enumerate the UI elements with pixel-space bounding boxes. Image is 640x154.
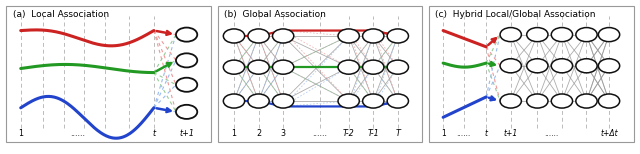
Circle shape (273, 94, 294, 108)
Text: T-1: T-1 (367, 129, 379, 138)
Circle shape (338, 29, 359, 43)
Circle shape (338, 60, 359, 74)
Circle shape (527, 28, 548, 42)
Text: 2: 2 (256, 129, 261, 138)
Text: t+Δt: t+Δt (600, 129, 618, 138)
Circle shape (598, 94, 620, 108)
Circle shape (273, 29, 294, 43)
Circle shape (598, 28, 620, 42)
Text: t+1: t+1 (504, 129, 518, 138)
Text: (a)  Local Association: (a) Local Association (13, 10, 109, 19)
Circle shape (176, 53, 197, 67)
Circle shape (576, 94, 597, 108)
Circle shape (176, 28, 197, 42)
Circle shape (500, 59, 522, 73)
Circle shape (176, 105, 197, 119)
Text: t: t (152, 129, 156, 138)
Circle shape (223, 94, 244, 108)
Circle shape (223, 29, 244, 43)
Circle shape (338, 94, 359, 108)
Circle shape (223, 60, 244, 74)
Text: t: t (484, 129, 488, 138)
Circle shape (248, 29, 269, 43)
Text: ......: ...... (312, 129, 328, 138)
Text: (c)  Hybrid Local/Global Association: (c) Hybrid Local/Global Association (435, 10, 595, 19)
Text: t+1: t+1 (179, 129, 194, 138)
Text: ......: ...... (545, 129, 559, 138)
Circle shape (273, 60, 294, 74)
Text: 1: 1 (441, 129, 445, 138)
Circle shape (176, 78, 197, 92)
Text: ......: ...... (70, 129, 86, 138)
Text: T: T (396, 129, 400, 138)
Circle shape (500, 94, 522, 108)
Circle shape (387, 60, 408, 74)
Circle shape (576, 59, 597, 73)
Circle shape (500, 28, 522, 42)
Circle shape (598, 59, 620, 73)
Circle shape (363, 29, 384, 43)
Text: 1: 1 (232, 129, 237, 138)
Circle shape (576, 28, 597, 42)
Circle shape (527, 59, 548, 73)
Circle shape (248, 94, 269, 108)
Text: 3: 3 (280, 129, 285, 138)
Text: T-2: T-2 (343, 129, 355, 138)
Text: ......: ...... (456, 129, 471, 138)
Text: (b)  Global Association: (b) Global Association (224, 10, 326, 19)
Text: 1: 1 (18, 129, 23, 138)
Circle shape (527, 94, 548, 108)
Circle shape (551, 59, 573, 73)
Circle shape (551, 28, 573, 42)
Circle shape (248, 60, 269, 74)
Circle shape (387, 94, 408, 108)
Circle shape (387, 29, 408, 43)
Circle shape (363, 60, 384, 74)
Circle shape (363, 94, 384, 108)
Circle shape (551, 94, 573, 108)
